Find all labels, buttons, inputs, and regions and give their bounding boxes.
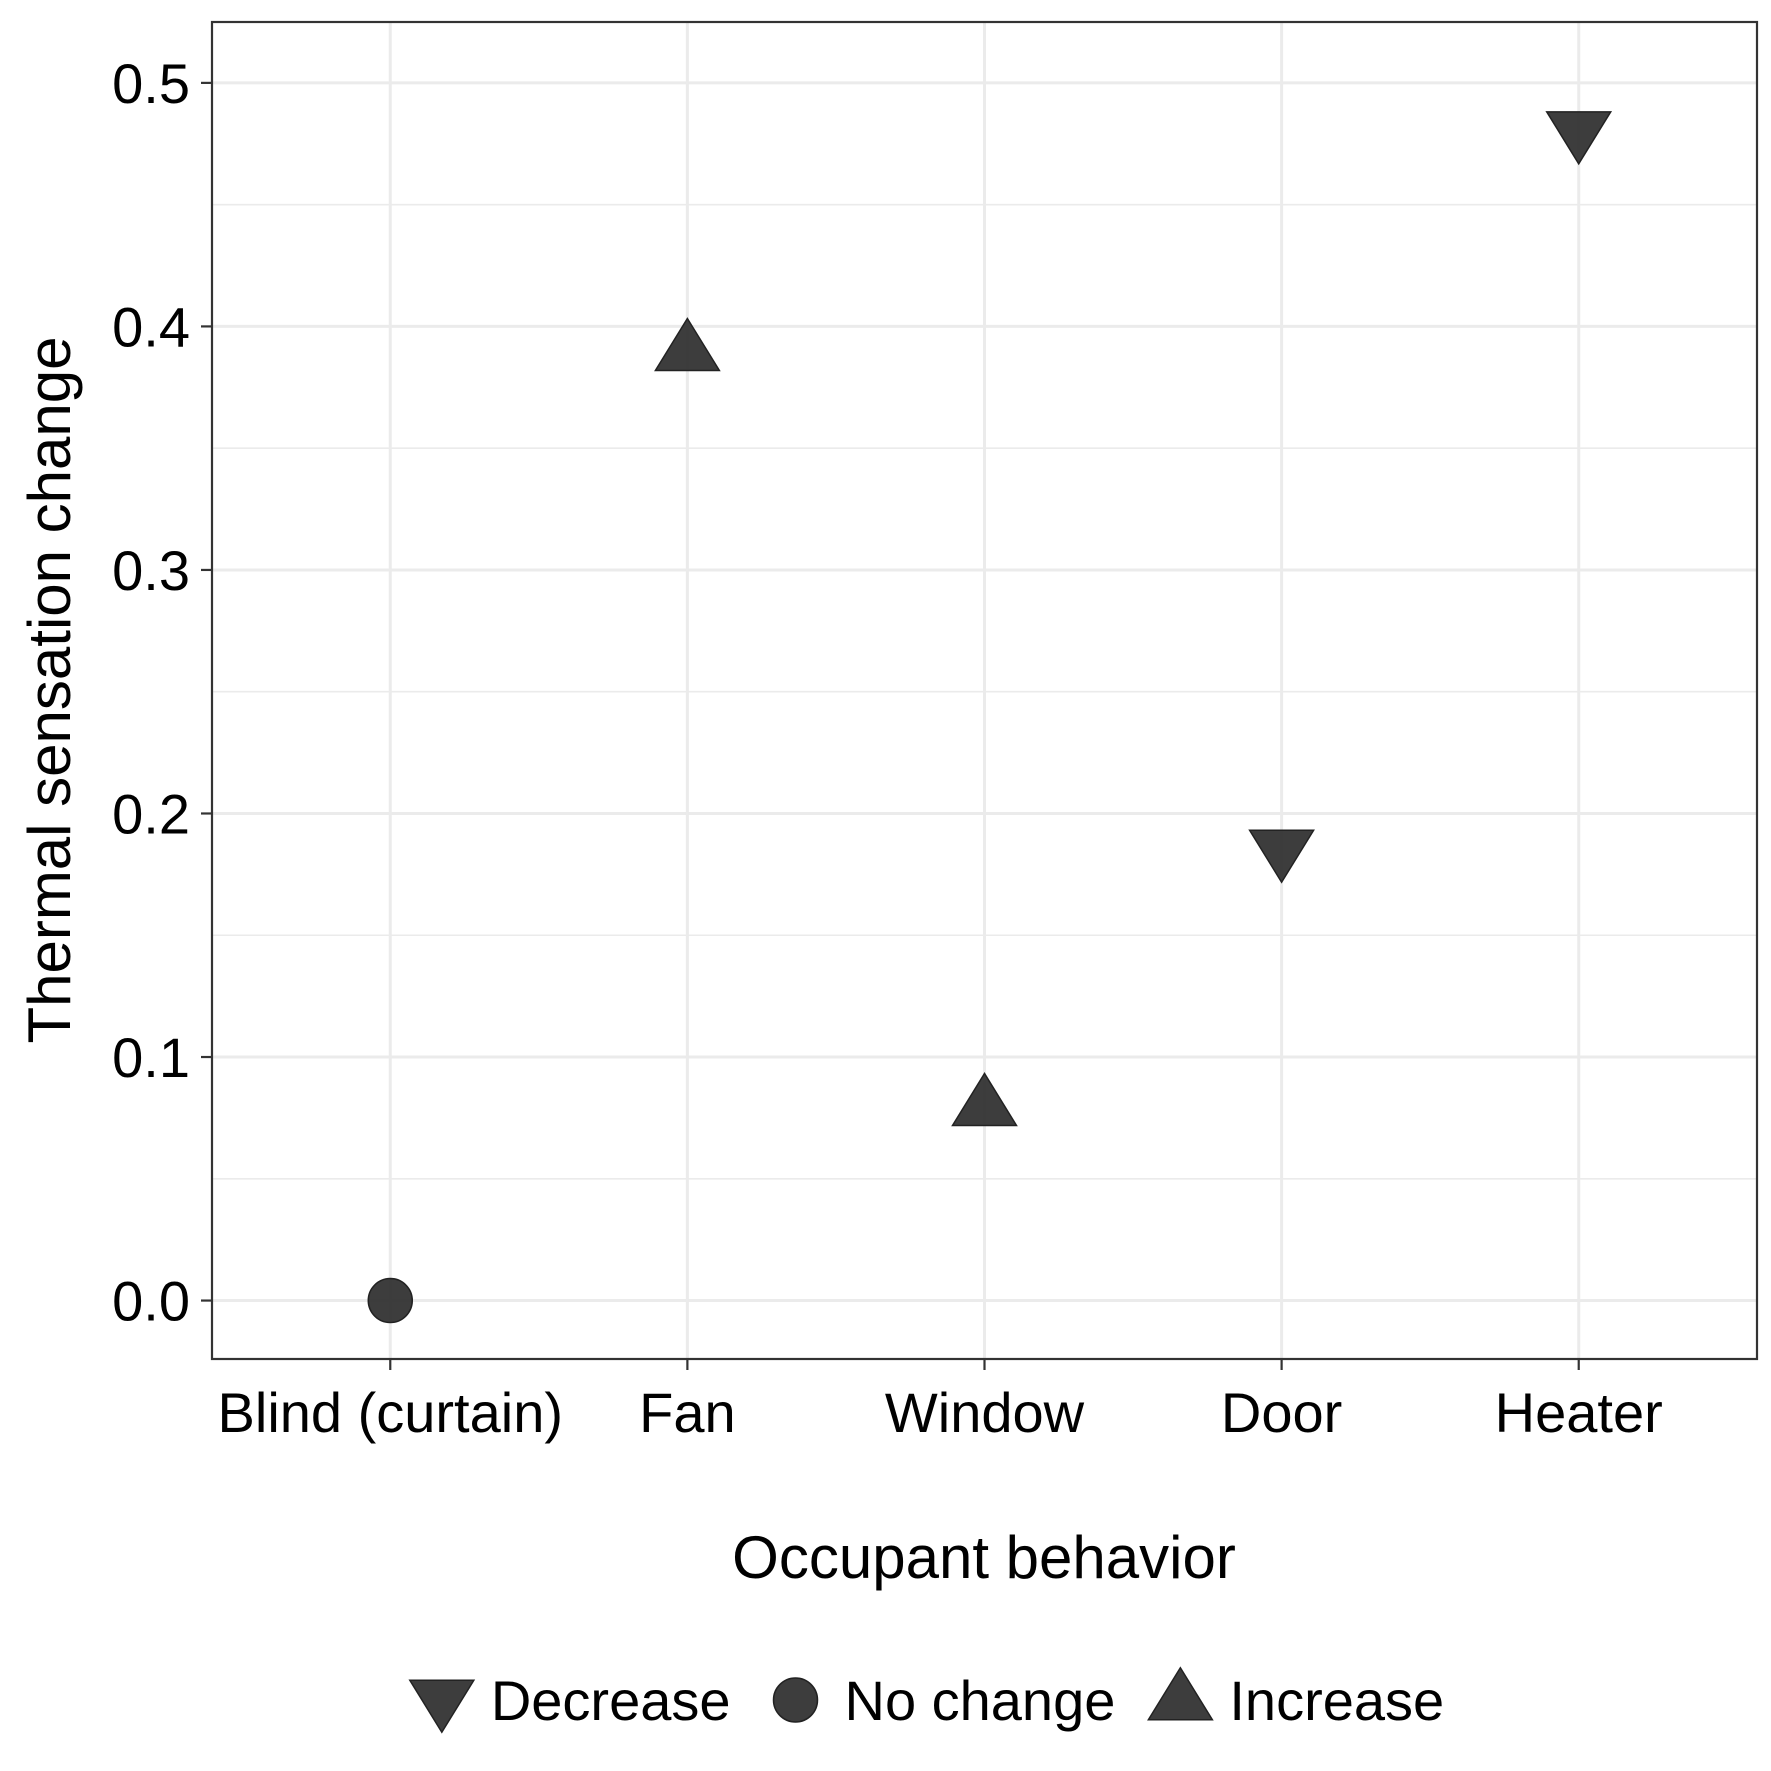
- data-points: [367, 111, 1613, 1324]
- y-tick-label: 0.4: [112, 295, 190, 358]
- y-tick-label: 0.0: [112, 1270, 190, 1333]
- x-tick-label: Fan: [639, 1381, 736, 1444]
- x-axis-title: Occupant behavior: [732, 1524, 1236, 1591]
- legend-item: Decrease: [408, 1669, 731, 1734]
- y-tick-label: 0.2: [112, 782, 190, 845]
- y-axis-title: Thermal sensation change: [16, 336, 83, 1043]
- x-tick-label: Door: [1221, 1381, 1342, 1444]
- legend-key-triangle-down-icon: [408, 1679, 476, 1734]
- data-point: [654, 317, 721, 372]
- legend-item: No change: [772, 1669, 1116, 1732]
- legend-label: Increase: [1229, 1669, 1444, 1732]
- data-point: [367, 1277, 414, 1324]
- x-tick-label: Window: [885, 1381, 1085, 1444]
- data-point: [951, 1072, 1018, 1127]
- legend-label: Decrease: [491, 1669, 731, 1732]
- data-point: [1248, 829, 1315, 884]
- legend: Decrease No change Increase: [408, 1666, 1444, 1734]
- x-tick-label: Blind (curtain): [218, 1381, 563, 1444]
- legend-label: No change: [845, 1669, 1116, 1732]
- data-point: [1545, 111, 1613, 166]
- legend-item: Increase: [1147, 1666, 1444, 1732]
- grid-lines: [212, 22, 1757, 1359]
- legend-key-triangle-up-icon: [1147, 1666, 1214, 1721]
- x-axis: Blind (curtain) Fan Window Door Heater: [218, 1359, 1663, 1444]
- y-tick-label: 0.5: [112, 52, 190, 115]
- y-tick-label: 0.1: [112, 1026, 190, 1089]
- y-tick-label: 0.3: [112, 539, 190, 602]
- legend-key-circle-icon: [772, 1677, 819, 1723]
- x-tick-label: Heater: [1495, 1381, 1663, 1444]
- y-axis: 0.0 0.1 0.2 0.3 0.4 0.5: [112, 52, 212, 1333]
